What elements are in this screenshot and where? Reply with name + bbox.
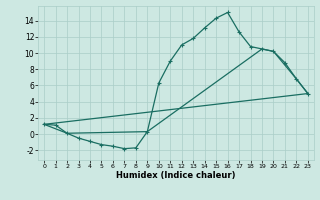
X-axis label: Humidex (Indice chaleur): Humidex (Indice chaleur) — [116, 171, 236, 180]
